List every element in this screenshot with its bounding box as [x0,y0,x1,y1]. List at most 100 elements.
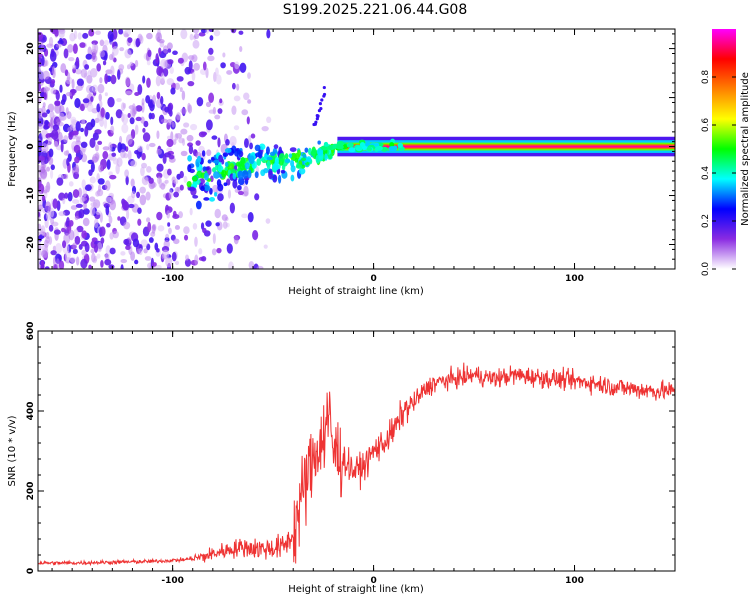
heatmap-trace-blob [254,152,262,158]
heatmap-noise-blob [110,74,117,85]
heatmap-transition-blob [355,146,363,152]
heatmap-noise-blob [195,140,201,146]
heatmap-noise-blob [200,222,205,230]
heatmap-noise-blob [110,65,115,77]
heatmap-noise-blob [120,112,125,123]
heatmap-noise-blob [88,29,95,37]
heatmap-noise-blob [247,72,251,79]
heatmap-noise-blob [63,173,69,180]
heatmap-noise-blob [202,227,207,234]
heatmap-noise-blob [107,96,115,108]
heatmap-noise-blob [81,249,87,256]
heatmap-noise-blob [46,109,51,114]
heatmap-noise-blob [51,129,59,141]
heatmap-noise-blob [244,138,249,149]
heatmap-noise-blob [108,54,114,61]
heatmap-noise-blob [208,92,215,104]
heatmap-noise-blob [120,251,126,256]
heatmap-noise-blob [68,229,75,241]
snr-ytick-label: 400 [26,402,36,421]
heatmap-trace-blob [297,149,302,157]
heatmap-trace-blob [192,194,199,199]
heatmap-noise-blob [118,64,125,71]
heatmap-noise-blob [127,37,133,43]
spectrogram-xtick-label: 100 [565,274,584,284]
heatmap-noise-blob [100,237,105,244]
heatmap-trace-blob [222,152,229,157]
heatmap-noise-blob [247,99,252,104]
heatmap-noise-blob [146,60,151,66]
heatmap-trace-blob [196,170,203,179]
heatmap-trace-blob [289,147,297,153]
heatmap-noise-blob [222,52,226,58]
heatmap-transition-blob [328,144,333,150]
heatmap-noise-blob [150,112,155,120]
heatmap-noise-blob [99,117,105,128]
heatmap-noise-blob [158,47,162,55]
heatmap-noise-blob [48,236,53,245]
spectrogram-frame [37,28,676,270]
heatmap-noise-blob [134,124,139,135]
heatmap-noise-blob [241,109,249,116]
heatmap-noise-blob [64,192,69,199]
heatmap-noise-blob [162,45,169,54]
heatmap-noise-blob [63,48,69,59]
heatmap-noise-blob [99,77,103,84]
heatmap-noise-blob [91,54,98,63]
heatmap-noise-blob [81,230,88,239]
colorbar-tick-label: 0.8 [701,70,711,85]
heatmap-noise-blob [53,140,59,148]
heatmap-noise-blob [84,126,89,137]
heatmap-noise-blob [130,251,135,261]
heatmap-noise-blob [89,176,96,184]
heatmap-noise-blob [156,172,163,179]
heatmap-noise-blob [183,234,189,241]
heatmap-noise-blob [192,29,200,34]
heatmap-noise-blob [169,66,174,75]
heatmap-noise-blob [96,253,101,259]
heatmap-noise-blob [38,223,42,231]
heatmap-spike-blob [313,122,317,126]
snr-panel: -100 0 100 0 200 400 600 Height of straight li… [7,322,676,595]
heatmap-trace-blob [213,159,220,164]
heatmap-noise-blob [67,44,74,53]
heatmap-noise-blob [136,191,141,199]
heatmap-noise-blob [167,59,174,65]
heatmap-noise-blob [239,46,243,52]
heatmap-noise-blob [102,150,109,160]
heatmap-noise-blob [121,199,128,210]
heatmap-noise-blob [152,262,157,267]
heatmap-noise-blob [252,229,259,241]
heatmap-noise-blob [229,135,237,147]
heatmap-noise-blob [208,109,216,114]
heatmap-noise-blob [215,74,222,85]
heatmap-noise-blob [143,120,149,128]
heatmap-trace-blob [209,187,213,195]
heatmap-noise-blob [70,205,78,210]
heatmap-noise-blob [265,218,271,224]
heatmap-noise-blob [168,189,173,200]
spectrogram-heatmap [38,29,675,269]
heatmap-noise-blob [194,236,198,247]
heatmap-noise-blob [156,130,160,139]
heatmap-noise-blob [146,143,150,151]
heatmap-noise-blob [41,195,46,202]
heatmap-noise-blob [80,148,86,156]
heatmap-noise-blob [82,98,90,104]
heatmap-trace-blob [217,193,224,202]
heatmap-noise-blob [157,225,165,232]
heatmap-noise-blob [266,29,271,39]
heatmap-noise-blob [112,29,118,40]
heatmap-noise-blob [168,154,175,160]
heatmap-trace-blob [223,182,228,187]
heatmap-noise-blob [228,261,234,269]
heatmap-noise-blob [55,242,63,254]
heatmap-noise-blob [198,131,207,138]
heatmap-noise-blob [74,164,80,175]
heatmap-noise-blob [231,82,236,90]
heatmap-noise-blob [124,169,130,178]
heatmap-trace-blob [324,153,328,161]
heatmap-trace-blob [191,175,198,182]
heatmap-noise-blob [109,247,116,255]
